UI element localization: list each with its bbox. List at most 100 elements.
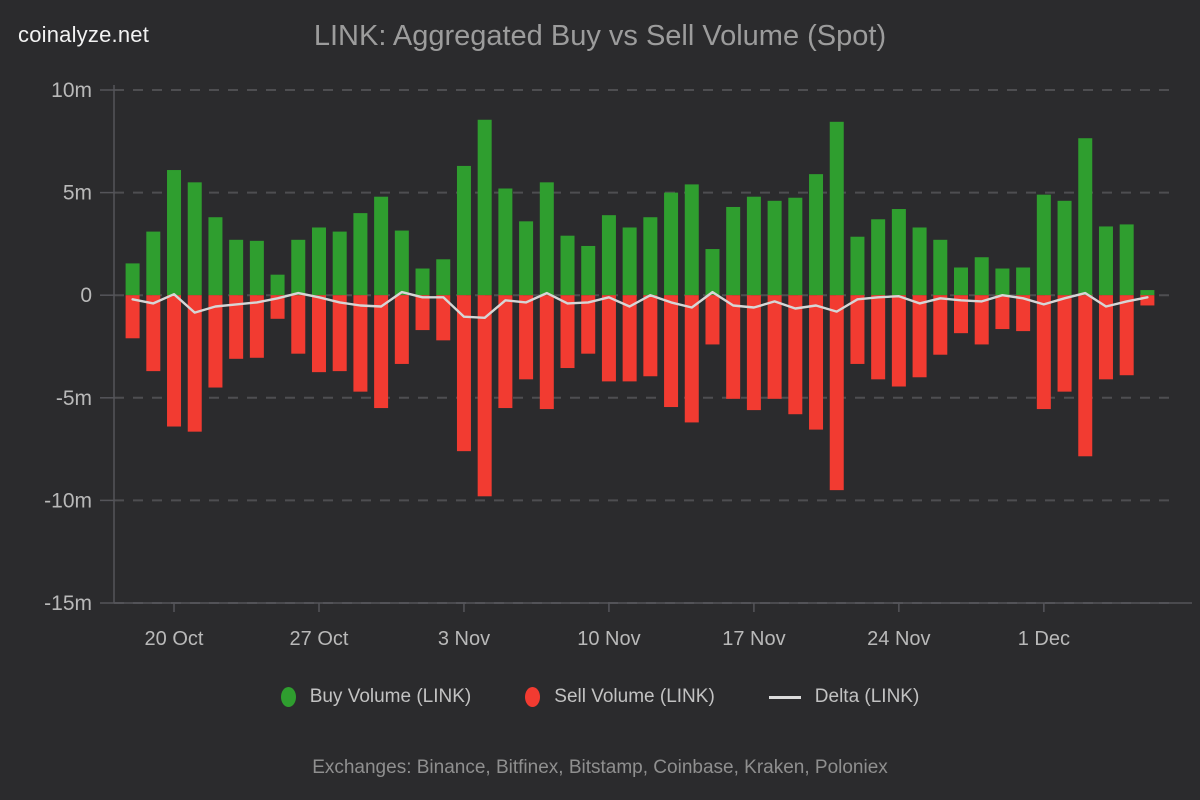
sell-bar[interactable] <box>311 295 326 373</box>
buy-bar[interactable] <box>581 245 596 296</box>
sell-bar[interactable] <box>581 295 596 354</box>
sell-bar[interactable] <box>622 295 637 382</box>
sell-bar[interactable] <box>664 295 679 408</box>
buy-bar[interactable] <box>684 184 699 296</box>
sell-bar[interactable] <box>829 295 844 491</box>
buy-bar[interactable] <box>311 227 326 296</box>
buy-bar[interactable] <box>436 259 451 296</box>
buy-bar[interactable] <box>291 239 306 296</box>
sell-bar[interactable] <box>684 295 699 423</box>
sell-bar[interactable] <box>270 295 285 319</box>
sell-bar[interactable] <box>456 295 471 452</box>
buy-bar[interactable] <box>622 227 637 296</box>
coinalyze-logo[interactable]: coinalyze.net <box>18 22 150 47</box>
buy-bar[interactable] <box>332 231 347 296</box>
buy-bar[interactable] <box>519 221 534 296</box>
buy-bar[interactable] <box>601 215 616 296</box>
legend-item-buy-volume[interactable]: Buy Volume (LINK) <box>280 686 471 708</box>
sell-bar[interactable] <box>767 295 782 399</box>
buy-bar[interactable] <box>1057 200 1072 296</box>
sell-bar[interactable] <box>1119 295 1134 376</box>
sell-bar[interactable] <box>871 295 886 380</box>
buy-bar[interactable] <box>560 235 575 296</box>
buy-bar[interactable] <box>829 121 844 296</box>
sell-bar[interactable] <box>912 295 927 378</box>
buy-bar[interactable] <box>125 263 140 296</box>
buy-bar[interactable] <box>1036 194 1051 296</box>
sell-bar[interactable] <box>705 295 720 345</box>
buy-bar[interactable] <box>850 236 865 296</box>
buy-bar[interactable] <box>394 230 409 296</box>
legend-item-sell-volume[interactable]: Sell Volume (LINK) <box>525 686 715 708</box>
buy-bar[interactable] <box>353 213 368 296</box>
buy-bar[interactable] <box>643 217 658 296</box>
sell-bar[interactable] <box>208 295 223 388</box>
sell-bar[interactable] <box>187 295 202 432</box>
buy-bar[interactable] <box>1078 138 1093 296</box>
sell-bar[interactable] <box>125 295 140 339</box>
buy-bar[interactable] <box>415 268 430 296</box>
buy-bar[interactable] <box>146 231 161 296</box>
sell-bar[interactable] <box>974 295 989 345</box>
sell-bar[interactable] <box>146 295 161 372</box>
buy-bar[interactable] <box>1140 290 1155 296</box>
delta-line[interactable] <box>131 290 1149 319</box>
buy-bar[interactable] <box>974 257 989 296</box>
buy-bar[interactable] <box>767 200 782 296</box>
buy-bar[interactable] <box>705 249 720 296</box>
buy-bar[interactable] <box>664 192 679 296</box>
sell-bar[interactable] <box>560 295 575 369</box>
sell-bar[interactable] <box>809 295 824 430</box>
sell-bar[interactable] <box>519 295 534 380</box>
sell-bar[interactable] <box>643 295 658 377</box>
sell-bar[interactable] <box>291 295 306 354</box>
sell-bar[interactable] <box>415 295 430 331</box>
buy-bar[interactable] <box>746 196 761 296</box>
buy-bar[interactable] <box>726 206 741 296</box>
sell-bar[interactable] <box>539 295 554 410</box>
buy-bar[interactable] <box>167 170 182 296</box>
buy-bar[interactable] <box>1119 224 1134 296</box>
buy-bar[interactable] <box>788 197 803 296</box>
buy-bar[interactable] <box>498 188 513 296</box>
sell-bar[interactable] <box>850 295 865 364</box>
sell-bar[interactable] <box>1036 295 1051 410</box>
buy-bar[interactable] <box>871 219 886 296</box>
sell-bar[interactable] <box>746 295 761 411</box>
sell-bar[interactable] <box>726 295 741 399</box>
sell-bar[interactable] <box>1057 295 1072 392</box>
buy-bar[interactable] <box>995 268 1010 296</box>
buy-bar[interactable] <box>933 239 948 296</box>
sell-bar[interactable] <box>1078 295 1093 457</box>
buy-bar[interactable] <box>912 227 927 296</box>
sell-bar[interactable] <box>788 295 803 415</box>
sell-bar[interactable] <box>1016 295 1031 332</box>
buy-bar[interactable] <box>891 209 906 296</box>
sell-bar[interactable] <box>374 295 389 409</box>
sell-bar[interactable] <box>332 295 347 372</box>
sell-bar[interactable] <box>601 295 616 382</box>
sell-bar[interactable] <box>167 295 182 427</box>
buy-bar[interactable] <box>1098 226 1113 296</box>
buy-bar[interactable] <box>229 239 244 296</box>
sell-bar[interactable] <box>954 295 968 334</box>
buy-bar[interactable] <box>374 196 389 296</box>
sell-bar[interactable] <box>891 295 906 387</box>
sell-bar[interactable] <box>249 295 264 358</box>
sell-bar[interactable] <box>933 295 948 355</box>
buy-bar[interactable] <box>809 174 824 296</box>
buy-bar[interactable] <box>187 182 202 296</box>
buy-bar[interactable] <box>270 274 285 296</box>
buy-bar[interactable] <box>456 165 471 296</box>
buy-bar[interactable] <box>477 119 492 296</box>
buy-bar[interactable] <box>539 182 554 296</box>
buy-bar[interactable] <box>208 217 223 296</box>
sell-bar[interactable] <box>229 295 244 359</box>
buy-bar[interactable] <box>1016 267 1031 296</box>
sell-bar[interactable] <box>353 295 368 392</box>
sell-bar[interactable] <box>498 295 513 409</box>
legend-item-delta[interactable]: Delta (LINK) <box>768 686 919 708</box>
buy-bar[interactable] <box>249 240 264 296</box>
sell-bar[interactable] <box>394 295 409 364</box>
sell-bar[interactable] <box>477 295 492 497</box>
